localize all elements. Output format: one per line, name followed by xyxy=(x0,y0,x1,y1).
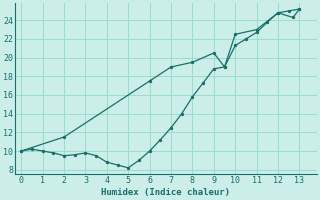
X-axis label: Humidex (Indice chaleur): Humidex (Indice chaleur) xyxy=(101,188,230,197)
